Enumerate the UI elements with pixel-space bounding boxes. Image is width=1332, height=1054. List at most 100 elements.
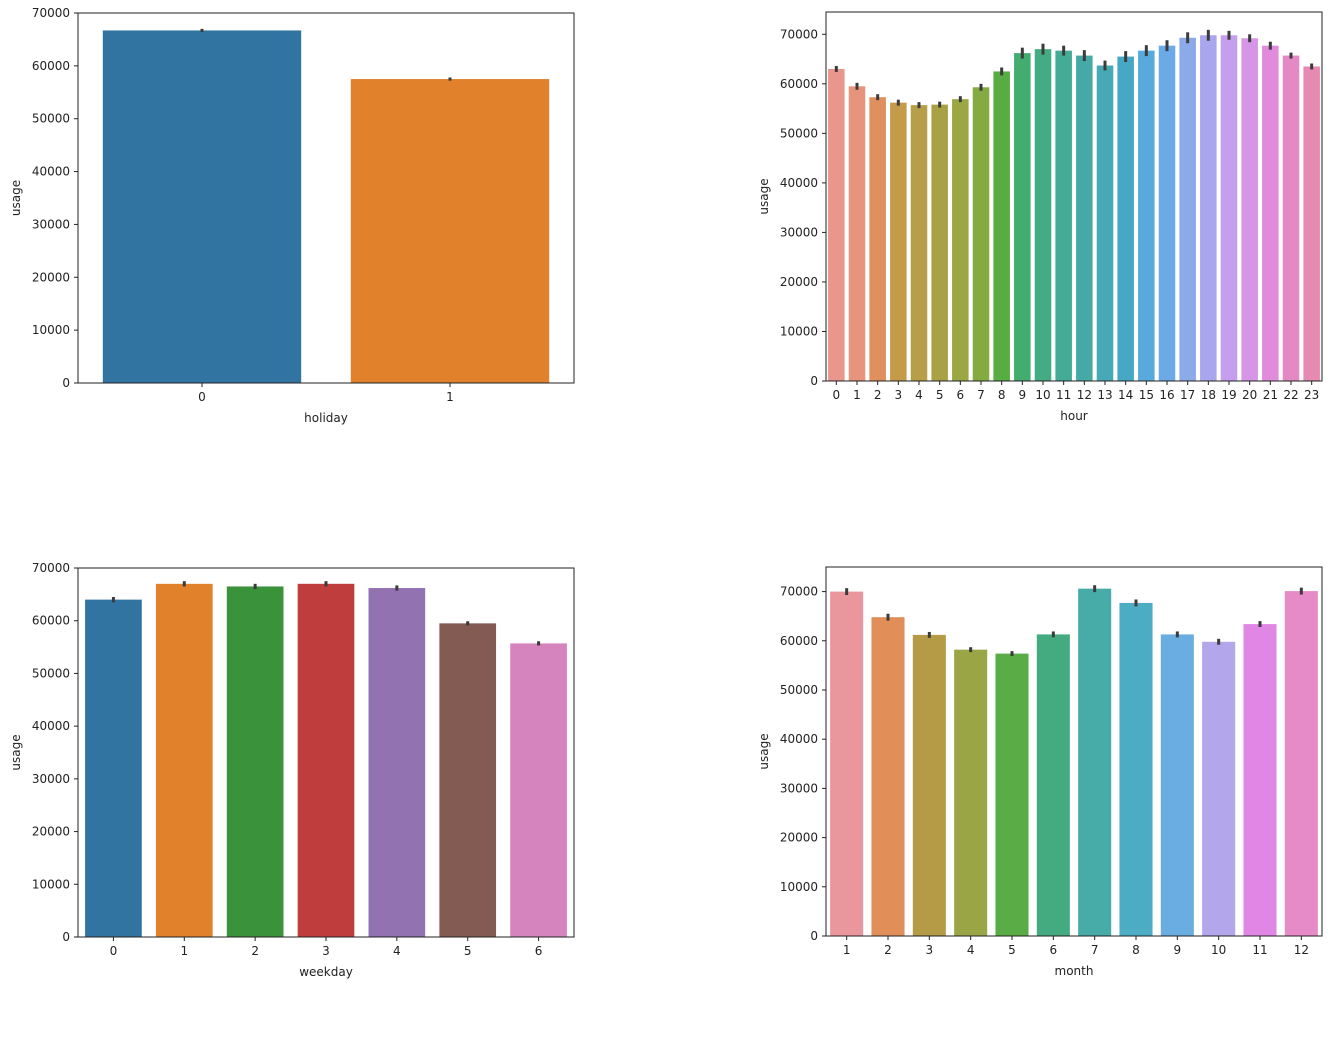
x-tick-label: 8	[998, 388, 1006, 402]
y-axis-label: usage	[757, 733, 771, 769]
bar-10	[1034, 49, 1052, 382]
y-axis-label: usage	[757, 178, 771, 214]
y-tick-label: 30000	[32, 772, 70, 786]
x-tick-label: 2	[874, 388, 882, 402]
x-tick-label: 2	[884, 943, 892, 957]
x-tick-label: 5	[1008, 943, 1016, 957]
bar-7	[972, 87, 990, 382]
x-tick-label: 0	[110, 944, 118, 958]
x-tick-label: 8	[1132, 943, 1140, 957]
y-tick-label: 40000	[32, 719, 70, 733]
y-tick-label: 0	[810, 929, 818, 943]
x-tick-label: 12	[1294, 943, 1309, 957]
bar-3	[912, 634, 946, 936]
x-tick-label: 23	[1304, 388, 1319, 402]
x-tick-label: 1	[853, 388, 861, 402]
chart-hour: 0 1 2 3 4 5 6 7 8 9 10 11 12 13 14 15 16 17 18 19 20 21 22 2301…	[757, 11, 1323, 423]
x-axis-label: month	[1055, 964, 1094, 978]
x-tick-label: 10	[1211, 943, 1226, 957]
x-tick-label: 1	[843, 943, 851, 957]
x-tick-label: 5	[936, 388, 944, 402]
y-tick-label: 70000	[32, 6, 70, 20]
x-tick-label: 1	[180, 944, 188, 958]
x-axis-label: weekday	[299, 965, 353, 979]
y-tick-label: 10000	[32, 323, 70, 337]
y-tick-label: 70000	[32, 561, 70, 575]
bar-20	[1241, 38, 1258, 381]
axes-frame	[825, 566, 1323, 937]
bar-6	[510, 643, 567, 937]
bar-3	[890, 102, 907, 382]
x-tick-label: 4	[915, 388, 923, 402]
x-tick-label: 11	[1252, 943, 1267, 957]
x-tick-label: 15	[1139, 388, 1154, 402]
y-tick-label: 0	[810, 374, 818, 388]
bar-8	[1119, 602, 1153, 936]
axes-frame	[77, 12, 575, 384]
y-tick-label: 60000	[780, 77, 818, 91]
y-tick-label: 60000	[32, 614, 70, 628]
x-tick-label: 20	[1242, 388, 1257, 402]
chart-holiday: 0 1 0 10000 20000 30000 40000 50000 60000 70000 ho…	[9, 6, 575, 425]
y-tick-label: 50000	[780, 683, 818, 697]
axes-frame	[825, 11, 1323, 382]
x-tick-label: 1	[446, 390, 454, 404]
y-tick-label: 0	[62, 376, 70, 390]
bar-18	[1200, 35, 1217, 381]
bar-16	[1158, 45, 1176, 381]
bar-15	[1138, 50, 1155, 382]
y-tick-label: 10000	[780, 324, 818, 338]
bar-13	[1096, 65, 1114, 381]
y-tick-label: 30000	[780, 225, 818, 239]
x-tick-label: 5	[464, 944, 472, 958]
x-tick-label: 9	[1019, 388, 1027, 402]
bar-5	[931, 104, 948, 382]
x-tick-label: 21	[1263, 388, 1278, 402]
x-tick-label: 14	[1118, 388, 1133, 402]
y-tick-label: 20000	[780, 831, 818, 845]
bar-2	[871, 617, 905, 936]
bar-5	[439, 623, 497, 937]
y-tick-label: 40000	[780, 732, 818, 746]
bar-4	[368, 588, 426, 937]
x-tick-label: 18	[1201, 388, 1216, 402]
bar-3	[297, 583, 355, 937]
x-tick-label: 3	[322, 944, 330, 958]
y-tick-label: 20000	[32, 825, 70, 839]
y-tick-label: 70000	[780, 585, 818, 599]
bar-0	[85, 599, 142, 937]
x-tick-label: 6	[535, 944, 543, 958]
y-axis-label: usage	[9, 180, 23, 216]
bar-12	[1076, 55, 1093, 381]
y-tick-label: 20000	[32, 270, 70, 284]
x-tick-label: 12	[1077, 388, 1092, 402]
bar-1	[155, 583, 213, 937]
chart-weekday: 0 1 2 3 4 5 6 0 10000 20000 30000 40000 50000 60000 70…	[9, 561, 575, 979]
x-tick-label: 0	[833, 388, 841, 402]
bar-7	[1078, 588, 1112, 936]
y-tick-label: 10000	[32, 877, 70, 891]
bar-11	[1055, 50, 1072, 382]
y-tick-label: 0	[62, 930, 70, 944]
bar-21	[1262, 45, 1279, 381]
chart-month: 1 2 3 4 5 6 7 8 9 10 11 120100002000030000400005000…	[757, 566, 1323, 978]
x-tick-label: 6	[957, 388, 965, 402]
bar-19	[1220, 35, 1238, 381]
x-tick-label: 4	[967, 943, 975, 957]
bar-23	[1303, 66, 1320, 382]
bar-0	[828, 68, 845, 382]
bar-11	[1243, 624, 1277, 936]
y-tick-label: 50000	[32, 666, 70, 680]
x-tick-label: 2	[251, 944, 259, 958]
bar-1	[848, 86, 866, 382]
x-tick-label: 0	[198, 390, 206, 404]
y-tick-label: 70000	[780, 27, 818, 41]
x-tick-label: 22	[1283, 388, 1298, 402]
x-tick-label: 19	[1221, 388, 1236, 402]
bar-4	[954, 649, 988, 936]
bar-5	[995, 653, 1029, 936]
x-tick-label: 11	[1056, 388, 1071, 402]
bar-22	[1282, 55, 1300, 381]
x-axis-label: hour	[1060, 409, 1088, 423]
